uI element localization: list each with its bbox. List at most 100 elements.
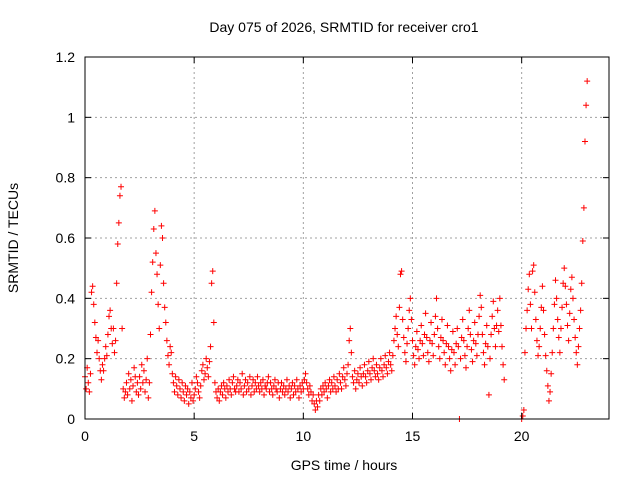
data-point	[255, 382, 262, 389]
data-point	[527, 301, 534, 308]
data-point	[170, 379, 177, 386]
data-point	[341, 376, 348, 383]
data-point	[172, 373, 179, 380]
data-point	[552, 277, 559, 284]
grid-layer	[85, 57, 609, 419]
data-point	[190, 397, 197, 404]
data-point	[342, 382, 349, 389]
data-point	[109, 340, 116, 347]
data-point	[581, 138, 588, 145]
data-point	[287, 394, 294, 401]
x-axis-label: GPS time / hours	[291, 457, 398, 473]
data-point	[98, 376, 105, 383]
data-point	[464, 343, 471, 350]
data-point	[478, 304, 485, 311]
data-point	[229, 379, 236, 386]
data-point	[441, 349, 448, 356]
data-point	[167, 343, 174, 350]
data-point	[369, 364, 376, 371]
data-point	[91, 319, 98, 326]
data-point	[244, 379, 251, 386]
data-point	[540, 307, 547, 314]
data-point	[373, 361, 380, 368]
data-point	[421, 331, 428, 338]
data-point	[115, 219, 122, 226]
data-point	[152, 250, 159, 257]
data-point	[144, 355, 151, 362]
data-point	[488, 331, 495, 338]
data-point	[247, 391, 254, 398]
data-point	[419, 340, 426, 347]
data-point	[383, 364, 390, 371]
data-point	[174, 391, 181, 398]
data-point	[469, 358, 476, 365]
data-point	[410, 352, 417, 359]
data-point	[431, 331, 438, 338]
data-point	[471, 319, 478, 326]
data-point	[317, 385, 324, 392]
data-point	[199, 361, 206, 368]
data-point	[495, 328, 502, 335]
data-point	[434, 325, 441, 332]
data-point	[336, 370, 343, 377]
data-point	[187, 394, 194, 401]
data-point	[395, 343, 402, 350]
data-point	[413, 328, 420, 335]
data-point	[159, 235, 166, 241]
data-point	[357, 364, 364, 371]
data-point	[436, 355, 443, 362]
data-point	[349, 373, 356, 380]
data-point	[252, 379, 259, 386]
data-point	[111, 349, 118, 356]
data-point	[561, 265, 568, 272]
data-point	[203, 355, 210, 362]
y-tick-label: 0	[67, 411, 75, 427]
data-point	[278, 379, 285, 386]
data-point	[106, 313, 113, 320]
data-point	[121, 394, 128, 401]
data-point	[536, 343, 543, 350]
data-point	[271, 376, 278, 383]
data-point	[233, 382, 240, 389]
data-point	[131, 364, 138, 371]
data-point	[175, 376, 182, 383]
data-point	[331, 382, 338, 389]
data-point	[130, 382, 137, 389]
data-point	[270, 382, 277, 389]
data-point	[563, 301, 570, 308]
data-point	[406, 307, 413, 314]
data-point	[182, 382, 189, 389]
data-point	[490, 298, 497, 305]
data-point	[363, 379, 370, 386]
y-tick-label: 1.2	[56, 49, 76, 65]
data-point	[476, 313, 483, 320]
data-point	[334, 376, 341, 383]
data-point	[262, 382, 269, 389]
x-tick-label: 20	[514, 428, 530, 444]
data-point	[429, 340, 436, 347]
data-point	[500, 361, 507, 368]
data-point	[180, 388, 187, 395]
data-point	[574, 361, 581, 368]
data-point	[458, 334, 465, 341]
data-point	[573, 349, 580, 356]
data-point	[453, 340, 460, 347]
data-point	[316, 397, 323, 404]
data-point	[318, 391, 325, 398]
data-point	[285, 388, 292, 395]
data-point	[525, 286, 532, 293]
data-point	[206, 358, 213, 365]
data-point	[443, 340, 450, 347]
data-point	[253, 385, 260, 392]
data-point	[417, 337, 424, 344]
data-point	[214, 394, 221, 401]
data-point	[435, 343, 442, 350]
data-point	[114, 241, 121, 248]
data-point	[356, 379, 363, 386]
data-point	[422, 310, 429, 317]
data-point	[446, 355, 453, 362]
data-point	[452, 361, 459, 368]
data-point	[151, 207, 158, 214]
data-point	[497, 322, 504, 329]
